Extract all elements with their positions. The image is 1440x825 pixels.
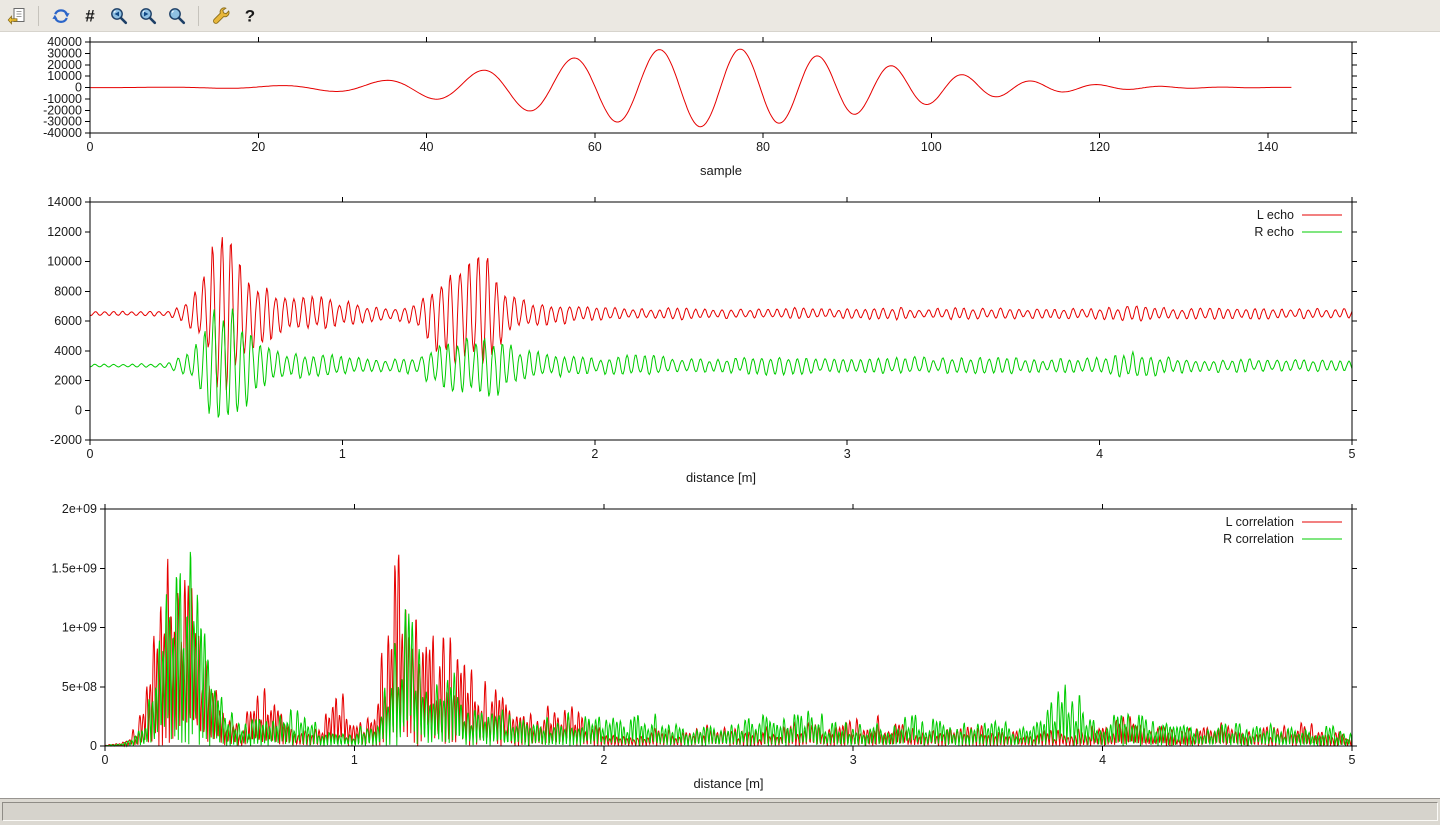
y-tick-label: 12000 [47,225,82,239]
status-text [2,802,1438,821]
y-tick-label: 1e+09 [62,621,97,635]
y-tick-label: 20000 [47,58,82,72]
x-tick-label: 3 [850,753,857,767]
y-tick-label: 2e+09 [62,502,97,516]
y-tick-label: 4000 [54,344,82,358]
plot-area: 0 20 40 60 80 100 120 140 40000 30000 20000 10000 0-… [0,32,1440,798]
y-tick-label: 6000 [54,314,82,328]
plot-border [104,508,1353,747]
x-tick-label: 1 [351,753,358,767]
x-axis-label: distance [m] [693,776,763,791]
x-tick-label: 40 [420,140,434,154]
legend-label: L correlation [1226,515,1294,529]
echo-signals-chart[interactable]: 0 1 2 3 4 5 14000 12000 10000 8000 6000 4000 2000 0 -2… [0,190,1440,498]
x-tick-label: 100 [921,140,942,154]
y-tick-label: 1.5e+09 [51,561,97,575]
x-tick-label: 3 [844,447,851,461]
legend-label: L echo [1257,208,1294,222]
y-tick-label: 2000 [54,374,82,388]
configure-button[interactable] [207,2,234,29]
x-tick-label: 2 [600,753,607,767]
zoom-previous-icon [110,7,127,24]
y-tick-label: -30000 [43,115,82,129]
y-tick-label: 0 [75,403,82,417]
toolbar-separator [198,5,199,26]
plot-border [89,201,1353,441]
copy-to-clipboard-icon [7,7,24,25]
x-tick-label: 60 [588,140,602,154]
x-tick-label: 1 [339,447,346,461]
correlation-chart[interactable]: 0 1 2 3 4 5 2e+09 1.5e+09 1e+09 5e+08 0 distance [m… [0,498,1440,798]
l-echo-series-line [89,237,1353,391]
x-tick-label: 2 [591,447,598,461]
x-tick-label: 80 [756,140,770,154]
x-tick-label: 4 [1099,753,1106,767]
autoscale-button[interactable] [163,2,190,29]
copy-to-clipboard-button[interactable] [3,2,30,29]
status-bar [0,798,1440,825]
svg-text:#: # [85,6,95,25]
refresh-icon [51,8,70,23]
y-tick-label: 10000 [47,255,82,269]
zoom-previous-button[interactable] [105,2,132,29]
legend-label: R echo [1254,225,1294,239]
y-tick-label: 10000 [47,69,82,83]
y-tick-label: 0 [90,739,97,753]
y-tick-label: 8000 [54,284,82,298]
waveform-series-line [90,48,1292,128]
y-tick-label: 40000 [47,35,82,49]
chirp-waveform-chart[interactable]: 0 20 40 60 80 100 120 140400003000020000100000-… [0,32,1440,190]
y-tick-label: -40000 [43,126,82,140]
y-tick-label: 0 [75,81,82,95]
x-axis-label: sample [700,163,742,178]
y-tick-label: -20000 [43,103,82,117]
toggle-grid-button[interactable]: # [76,2,103,29]
y-tick-label: 14000 [47,195,82,209]
svg-text:?: ? [244,6,254,25]
x-tick-label: 0 [87,447,94,461]
y-tick-label: 5e+08 [62,680,97,694]
autoscale-icon [168,7,185,24]
help-icon: ? [244,6,254,25]
wrench-icon [212,6,229,24]
y-tick-label: -10000 [43,92,82,106]
y-tick-label: 30000 [47,46,82,60]
l-correlation-series-line [104,554,1353,748]
x-tick-label: 20 [251,140,265,154]
x-tick-label: 0 [102,753,109,767]
help-button[interactable]: ? [236,2,263,29]
r-echo-series-line [89,308,1353,418]
grid-icon: # [85,6,95,25]
x-tick-label: 5 [1349,753,1356,767]
toolbar: # [0,0,1440,32]
x-tick-label: 120 [1089,140,1110,154]
zoom-next-button[interactable] [134,2,161,29]
toolbar-separator [38,5,39,26]
x-tick-label: 0 [87,140,94,154]
zoom-next-icon [139,7,156,24]
x-tick-label: 140 [1257,140,1278,154]
y-tick-label: -2000 [50,433,82,447]
replot-button[interactable] [47,2,74,29]
x-tick-label: 4 [1096,447,1103,461]
r-correlation-series-line [104,551,1353,748]
x-axis-label: distance [m] [686,470,756,485]
legend-label: R correlation [1223,532,1294,546]
x-tick-label: 5 [1349,447,1356,461]
